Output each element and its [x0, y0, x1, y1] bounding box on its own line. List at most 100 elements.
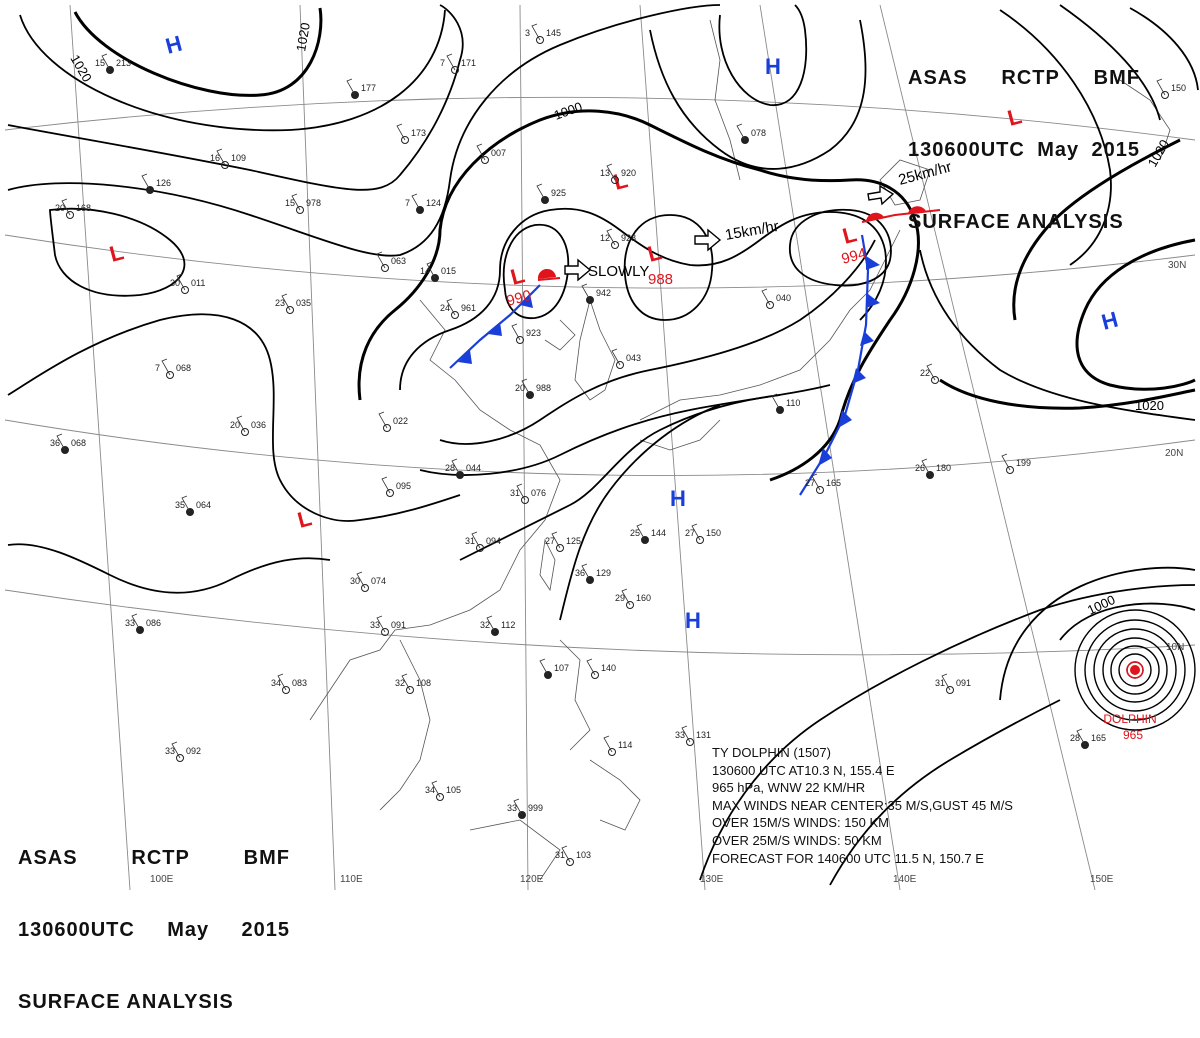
wind-barb — [181, 495, 191, 513]
typhoon-info-line: FORECAST FOR 140600 UTC 11.5 N, 150.7 E — [712, 850, 984, 866]
station-pressure: 036 — [251, 420, 266, 430]
warm-bump — [866, 212, 884, 221]
station-plot: 114 — [603, 735, 632, 756]
wind-barb — [291, 193, 301, 211]
high-center-east: H — [1099, 307, 1121, 335]
station-pressure: 942 — [596, 288, 611, 298]
isobar-1016-nehigh — [718, 4, 808, 106]
wind-barb — [736, 123, 746, 141]
station-pressure: 145 — [546, 28, 561, 38]
station-plot: 27 150 — [685, 523, 721, 544]
station-temp: 34 — [271, 678, 281, 688]
station-plots: 15 213 3 145 7 171 177 173 16 109 126 20 168 15 978 7 12… — [50, 23, 1186, 866]
station-circle — [611, 241, 619, 249]
isobar-992-988low — [623, 214, 714, 321]
station-temp: 3 — [525, 28, 530, 38]
wind-barb — [446, 53, 456, 71]
wind-barb — [476, 143, 486, 161]
station-pressure: 213 — [116, 58, 131, 68]
isobar-label: 1020 — [293, 21, 313, 52]
station-plot: 7 124 — [405, 193, 441, 214]
station-plot: 30 011 — [170, 273, 205, 294]
wind-barb — [277, 673, 287, 691]
station-pressure: 076 — [531, 488, 546, 498]
station-pressure: 150 — [1171, 83, 1186, 93]
isobar-1008-wide — [7, 4, 721, 257]
station-plot: 7 171 — [440, 53, 476, 74]
station-pressure: 150 — [706, 528, 721, 538]
isobar-1008-south-band — [829, 699, 1061, 886]
wind-barb — [811, 473, 821, 491]
coast-bohai — [544, 319, 576, 351]
isobar-1020-big — [939, 378, 1196, 410]
high-center-nw: H — [163, 31, 185, 59]
station-pressure: 928 — [621, 233, 636, 243]
cold-barb — [860, 331, 874, 346]
station-pressure: 114 — [618, 740, 632, 750]
warm-bump — [908, 206, 926, 213]
coast-japan-south — [639, 419, 721, 451]
station-pressure: 040 — [776, 293, 791, 303]
coast-borneo — [469, 819, 561, 881]
low-pressure-990: 990 — [505, 287, 534, 310]
header-top-right: ASAS RCTP BMF 130600UTC May 2015 SURFACE… — [908, 18, 1140, 258]
station-plot: 140 — [586, 658, 616, 679]
station-temp: 33 — [165, 746, 175, 756]
typhoon-info-line: MAX WINDS NEAR CENTER:35 M/S,GUST 45 M/S — [712, 797, 1013, 813]
station-pressure: 103 — [576, 850, 591, 860]
station-pressure: 091 — [956, 678, 971, 688]
station-pressure: 109 — [231, 153, 246, 163]
coast-taiwan — [539, 538, 556, 592]
movement-arrow-15kmh — [694, 228, 722, 252]
station-temp: 7 — [155, 363, 160, 373]
station-pressure: 011 — [191, 278, 205, 288]
isobar-1012-far-east — [999, 9, 1112, 266]
parallel-40n — [4, 96, 1196, 141]
station-plot: 942 — [581, 283, 611, 304]
header-time: 130600UTC — [908, 139, 1025, 161]
wind-barb — [511, 323, 521, 341]
station-temp: 31 — [465, 536, 475, 546]
station-plot: 36 068 — [50, 433, 86, 454]
station-circle — [608, 748, 616, 756]
station-pressure: 068 — [71, 438, 86, 448]
station-circle — [481, 156, 489, 164]
coast-china — [309, 299, 561, 721]
station-temp: 7 — [440, 58, 445, 68]
typhoon-ring-5 — [1093, 628, 1177, 712]
station-temp: 30 — [350, 576, 360, 586]
isobars — [7, 4, 1199, 886]
station-temp: 7 — [405, 198, 410, 208]
station-pressure: 107 — [554, 663, 569, 673]
wind-barb — [521, 378, 531, 396]
coast-japan — [639, 229, 901, 421]
isobar-label: 1020 — [1135, 398, 1164, 413]
station-circle — [436, 793, 444, 801]
station-plot: 29 160 — [615, 588, 651, 609]
station-pressure: 078 — [751, 128, 766, 138]
station-circle — [626, 601, 634, 609]
wind-barb — [539, 658, 549, 676]
header-row-2: 130600UTC May 2015 — [18, 918, 290, 942]
typhoon-rings — [1074, 609, 1196, 731]
wind-barb — [346, 78, 356, 96]
wind-barb — [471, 531, 481, 549]
cold-barb — [866, 256, 880, 270]
wind-barb — [586, 658, 596, 676]
station-circle — [406, 686, 414, 694]
lon-label-150e: 150E — [1090, 874, 1114, 885]
wind-barb — [513, 798, 523, 816]
station-plot: 007 — [476, 143, 506, 164]
station-temp: 30 — [170, 278, 180, 288]
station-plot: 36 129 — [575, 563, 611, 584]
header-month: May — [167, 919, 210, 941]
wind-barb — [131, 613, 141, 631]
cold-front-east-barbs — [818, 256, 880, 466]
station-plot: 15 978 — [285, 193, 321, 214]
isobar-1016-east-band — [919, 249, 1196, 421]
station-temp: 33 — [675, 730, 685, 740]
cold-barb — [866, 294, 880, 308]
station-pressure: 199 — [1016, 458, 1031, 468]
station-circle — [181, 286, 189, 294]
wind-barb — [606, 228, 616, 246]
